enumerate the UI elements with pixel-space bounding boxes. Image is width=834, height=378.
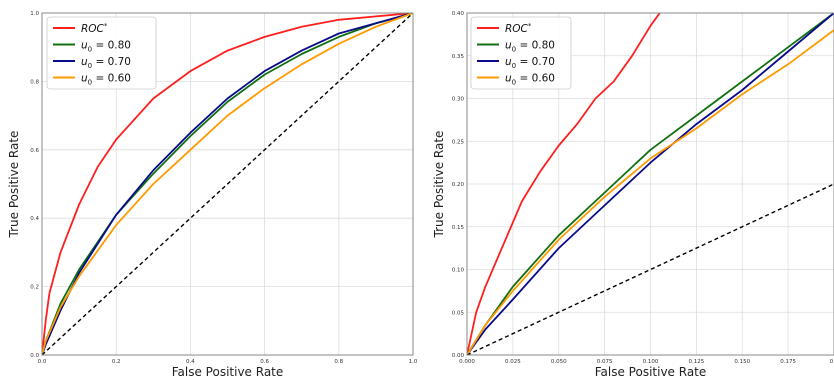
y-tick-label: 0.35	[452, 54, 465, 60]
roc-zoomed-panel: 0.000 0.025 0.050 0.075 0.100 0.125 0.150 0.175…	[432, 11, 834, 378]
y-tick-label: 0.10	[452, 268, 465, 274]
x-tick-label: 0.6	[260, 359, 269, 365]
y-tick-label: 0.40	[452, 11, 465, 17]
legend-label: ROC*	[81, 22, 108, 35]
chance-diagonal-line	[467, 183, 834, 355]
y-tick-label: 1.0	[30, 11, 39, 17]
legend-label-subscript: 0	[88, 46, 92, 54]
legend-label-value: = 0.60	[92, 73, 131, 85]
legend-label-text: ROC	[81, 23, 105, 35]
legend-label-text: u	[505, 73, 512, 85]
x-tick-label: 0.175	[780, 359, 796, 365]
series-line-2	[42, 13, 413, 355]
chance-diagonal-line	[42, 13, 413, 355]
x-tick-label: 0.050	[551, 359, 567, 365]
legend-label-superscript: *	[528, 22, 532, 30]
legend-label-value: = 0.70	[516, 56, 555, 68]
legend-label-text: u	[81, 73, 88, 85]
series-line-2	[467, 13, 834, 355]
plot-frame	[466, 12, 834, 356]
legend-label-text: u	[505, 40, 512, 52]
legend-label-value: = 0.80	[92, 40, 131, 52]
series-line-3	[42, 13, 413, 355]
y-tick-label: 0.4	[30, 216, 39, 222]
series-line-0	[42, 13, 413, 355]
legend-label-text: ROC	[505, 23, 529, 35]
legend-label: u0 = 0.80	[81, 40, 131, 54]
y-tick-label: 0.25	[452, 139, 465, 145]
x-tick-label: 0.150	[734, 359, 750, 365]
x-tick-label: 0.0	[38, 359, 47, 365]
legend-label: ROC*	[505, 22, 532, 35]
x-tick-label: 0.125	[689, 359, 705, 365]
legend-label-superscript: *	[104, 22, 108, 30]
legend-label-text: u	[505, 56, 512, 68]
y-tick-label: 0.00	[452, 353, 465, 359]
x-tick-label: 0.4	[186, 359, 195, 365]
legend-label: u0 = 0.70	[81, 56, 131, 70]
x-tick-label: 1.0	[409, 359, 418, 365]
x-tick-label: 0.000	[459, 359, 475, 365]
series-line-0	[467, 13, 661, 355]
legend-box	[470, 16, 572, 90]
y-tick-label: 0.8	[30, 79, 39, 85]
series-line-3	[467, 29, 834, 355]
y-tick-label: 0.0	[30, 353, 39, 359]
series-line-1	[467, 13, 834, 355]
y-tick-label: 0.30	[452, 97, 465, 103]
legend-label-value: = 0.80	[516, 40, 555, 52]
legend-label: u0 = 0.70	[505, 56, 555, 70]
series-line-1	[42, 13, 413, 355]
legend-label-subscript: 0	[88, 62, 92, 70]
y-tick-label: 0.15	[452, 225, 465, 231]
legend-label-text: u	[81, 40, 88, 52]
legend-label-subscript: 0	[512, 79, 516, 87]
x-tick-label: 0.2	[830, 359, 834, 365]
x-tick-label: 0.025	[505, 359, 521, 365]
legend-label-value: = 0.70	[92, 56, 131, 68]
y-axis-label: True Positive Rate	[432, 131, 446, 239]
roc-full-panel: 0.0 0.2 0.4 0.6 0.8 1.0 0.0 0.2 0.4 0.6 0.8 1.0 Fals…	[7, 11, 418, 378]
legend-label-subscript: 0	[512, 46, 516, 54]
y-tick-label: 0.05	[452, 310, 465, 316]
x-tick-label: 0.100	[643, 359, 659, 365]
x-axis-label: False Positive Rate	[595, 365, 707, 378]
x-tick-label: 0.8	[334, 359, 343, 365]
x-tick-label: 0.075	[597, 359, 613, 365]
legend-label-subscript: 0	[512, 62, 516, 70]
x-tick-label: 0.2	[112, 359, 121, 365]
legend-label-subscript: 0	[88, 79, 92, 87]
legend-label: u0 = 0.60	[81, 73, 131, 87]
y-tick-label: 0.20	[452, 182, 465, 188]
legend-label-value: = 0.60	[516, 73, 555, 85]
x-axis-label: False Positive Rate	[172, 365, 284, 378]
y-tick-label: 0.6	[30, 148, 39, 154]
y-tick-label: 0.2	[30, 285, 39, 291]
legend-box	[46, 16, 157, 90]
y-axis-label: True Positive Rate	[7, 131, 21, 239]
legend-label: u0 = 0.80	[505, 40, 555, 54]
legend-label: u0 = 0.60	[505, 73, 555, 87]
plot-frame	[41, 12, 414, 356]
legend-label-text: u	[81, 56, 88, 68]
